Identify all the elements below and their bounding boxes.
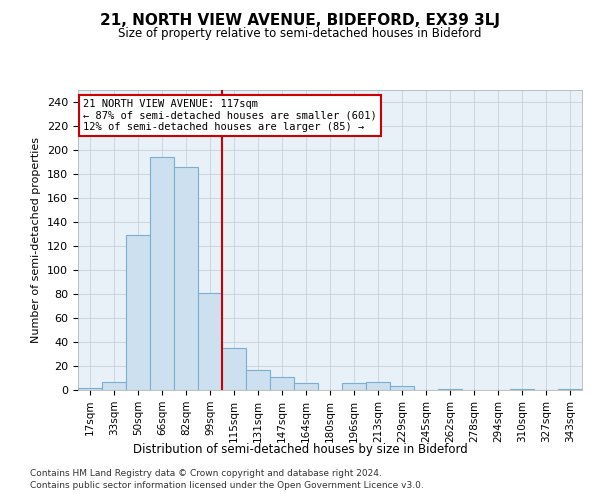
Bar [246, 370, 270, 390]
Bar [198, 293, 222, 390]
Bar [438, 389, 462, 390]
Bar [342, 383, 366, 390]
Bar [78, 388, 102, 390]
Bar [126, 235, 150, 390]
Y-axis label: Number of semi-detached properties: Number of semi-detached properties [31, 137, 41, 343]
Text: Distribution of semi-detached houses by size in Bideford: Distribution of semi-detached houses by … [133, 442, 467, 456]
Bar [390, 386, 414, 390]
Bar [270, 377, 294, 390]
Bar [174, 167, 198, 390]
Bar [294, 383, 318, 390]
Text: Contains public sector information licensed under the Open Government Licence v3: Contains public sector information licen… [30, 481, 424, 490]
Bar [222, 348, 246, 390]
Bar [102, 382, 126, 390]
Text: Size of property relative to semi-detached houses in Bideford: Size of property relative to semi-detach… [118, 28, 482, 40]
Bar [366, 382, 390, 390]
Bar [150, 157, 174, 390]
Text: Contains HM Land Registry data © Crown copyright and database right 2024.: Contains HM Land Registry data © Crown c… [30, 468, 382, 477]
Bar [558, 389, 582, 390]
Text: 21 NORTH VIEW AVENUE: 117sqm
← 87% of semi-detached houses are smaller (601)
12%: 21 NORTH VIEW AVENUE: 117sqm ← 87% of se… [83, 99, 377, 132]
Bar [510, 389, 534, 390]
Text: 21, NORTH VIEW AVENUE, BIDEFORD, EX39 3LJ: 21, NORTH VIEW AVENUE, BIDEFORD, EX39 3L… [100, 12, 500, 28]
